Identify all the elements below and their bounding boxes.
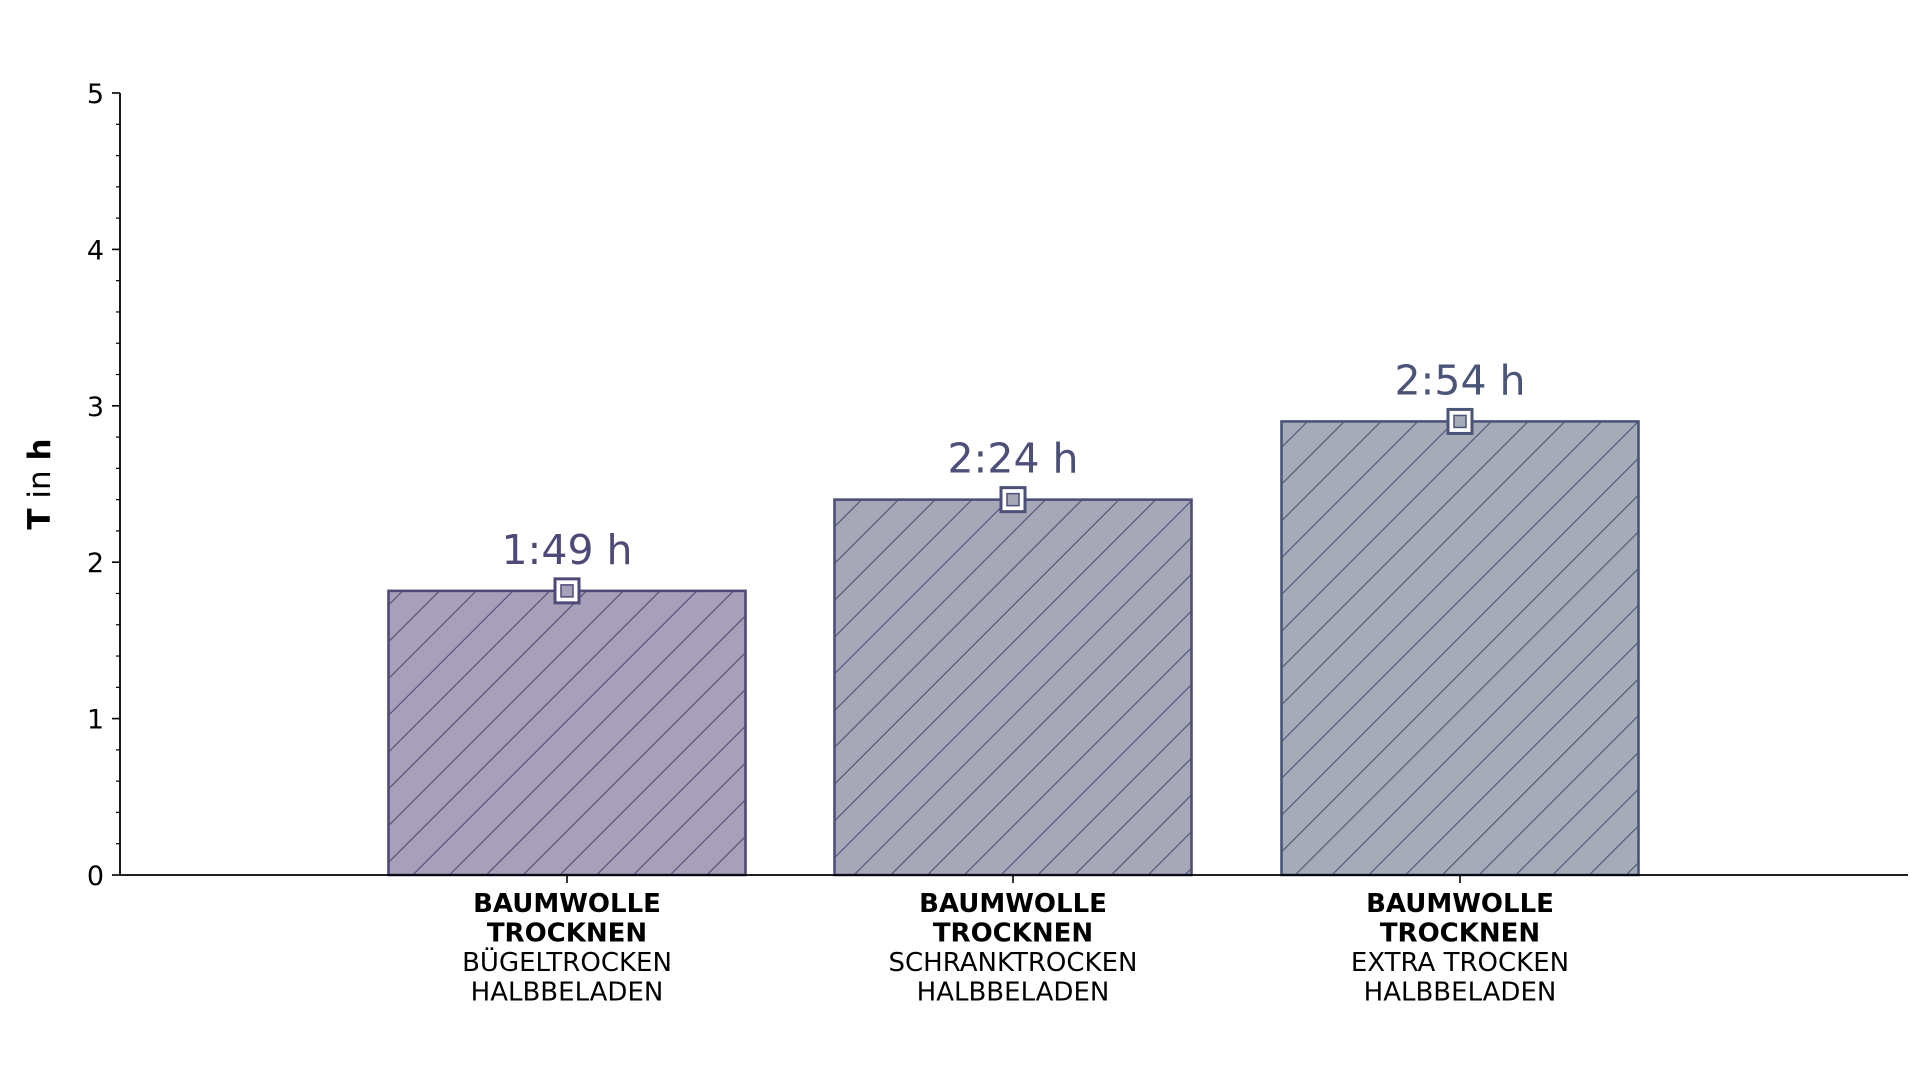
x-tick-label-line: EXTRA TROCKEN bbox=[1351, 948, 1569, 978]
x-tick-label-line: BAUMWOLLE bbox=[1366, 889, 1554, 919]
bar-3 bbox=[1280, 420, 1640, 877]
y-tick-label: 1 bbox=[87, 705, 104, 736]
bar-marker-core-2 bbox=[1006, 492, 1020, 507]
x-tick-label-line: TROCKNEN bbox=[933, 919, 1093, 949]
bar-marker-core-1 bbox=[560, 584, 574, 598]
value-label-3: 2:54 h bbox=[1394, 356, 1525, 404]
x-tick-label-line: BÜGELTROCKEN bbox=[462, 946, 672, 978]
value-label-1: 1:49 h bbox=[501, 526, 632, 574]
y-ticks: 0 1 2 3 4 5 bbox=[87, 79, 120, 892]
x-tick-label-line: BAUMWOLLE bbox=[473, 889, 661, 919]
value-labels: 1:49 h 2:24 h 2:54 h bbox=[501, 356, 1525, 573]
x-tick-label-line: BAUMWOLLE bbox=[919, 889, 1107, 919]
value-label-2: 2:24 h bbox=[947, 435, 1078, 483]
x-tick-label-line: HALBBELADEN bbox=[1364, 978, 1557, 1008]
y-tick-label: 5 bbox=[87, 79, 104, 110]
y-axis-label-unit: h bbox=[22, 438, 58, 460]
y-tick-label: 4 bbox=[87, 235, 104, 266]
x-tick-label-line: SCHRANKTROCKEN bbox=[889, 948, 1138, 978]
bar-marker-core-3 bbox=[1453, 414, 1467, 429]
x-tick-label-line: HALBBELADEN bbox=[471, 978, 664, 1008]
y-axis-label-variable: T bbox=[22, 508, 58, 529]
x-tick-label-line: TROCKNEN bbox=[487, 919, 647, 949]
bar-2 bbox=[833, 498, 1193, 877]
x-tick-label-line: TROCKNEN bbox=[1380, 919, 1540, 949]
y-tick-label: 3 bbox=[87, 392, 104, 423]
y-axis-label-in: in bbox=[22, 460, 58, 508]
y-tick-label: 2 bbox=[87, 548, 104, 579]
bar-1 bbox=[387, 589, 747, 877]
bars-layer bbox=[387, 407, 1640, 877]
y-axis-label: T in h bbox=[22, 438, 58, 529]
x-tick-label-line: HALBBELADEN bbox=[917, 978, 1110, 1008]
y-tick-label: 0 bbox=[87, 861, 104, 892]
x-ticks: BAUMWOLLETROCKNENBÜGELTROCKENHALBBELADEN… bbox=[462, 875, 1569, 1008]
axes-layer bbox=[119, 93, 1908, 876]
